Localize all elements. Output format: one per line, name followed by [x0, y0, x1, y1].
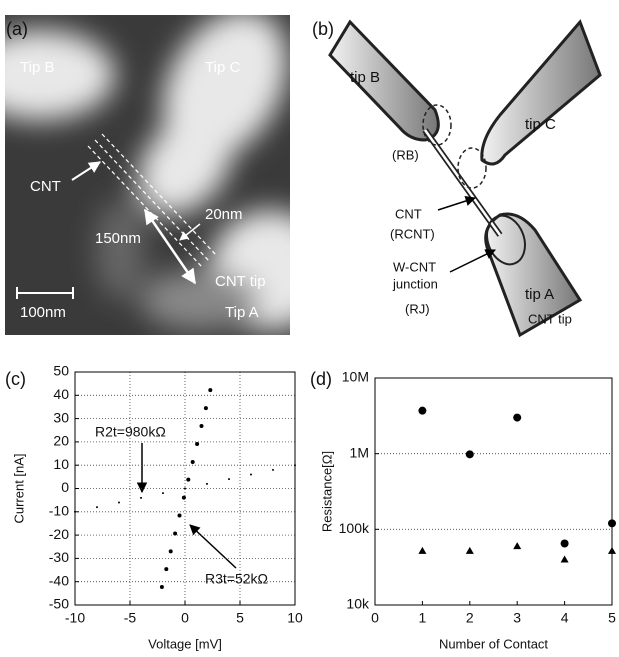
- junction-label: junction: [392, 276, 438, 291]
- point: [465, 546, 474, 554]
- y-tick-label: 20: [53, 433, 69, 449]
- point: [177, 513, 182, 518]
- x-tick-label: 0: [371, 610, 379, 626]
- micrograph: [5, 15, 290, 335]
- point: [418, 406, 427, 415]
- x-tick-label: 4: [561, 610, 569, 626]
- point: [173, 531, 178, 536]
- panel-label: (b): [312, 19, 334, 39]
- point: [272, 468, 274, 471]
- resistance-label: (RJ): [405, 301, 430, 316]
- point: [181, 495, 186, 500]
- point: [465, 450, 474, 459]
- point: [560, 539, 569, 548]
- y-axis-label: Current [nA]: [11, 453, 26, 523]
- point: [250, 473, 252, 476]
- point: [168, 549, 173, 554]
- y-axis-label: Resistance[Ω]: [319, 451, 334, 532]
- point: [199, 424, 204, 429]
- cnt-label: CNT: [30, 178, 61, 195]
- x-axis-label: Voltage [mV]: [148, 636, 222, 651]
- y-tick-label: 1M: [350, 444, 369, 460]
- y-tick-label: -20: [49, 526, 69, 542]
- x-tick-label: 0: [181, 610, 189, 626]
- tip-label: tip B: [350, 69, 380, 86]
- resistance-label: (RCNT): [390, 226, 435, 241]
- point: [186, 477, 191, 482]
- y-tick-label: -40: [49, 572, 69, 588]
- y-tick-label: 10: [53, 456, 69, 472]
- point: [159, 585, 164, 590]
- junction-label: W-CNT: [393, 259, 436, 274]
- x-tick-label: 10: [287, 610, 303, 626]
- scale-bar-label: 100nm: [20, 304, 66, 321]
- point: [184, 487, 186, 490]
- plot-frame: [74, 371, 296, 606]
- y-tick-label: 10M: [342, 369, 369, 385]
- y-tick-label: -50: [49, 596, 69, 612]
- y-tick-label: 100k: [339, 520, 370, 536]
- point: [206, 482, 208, 485]
- x-axis-label: Number of Contact: [439, 636, 548, 651]
- point: [195, 441, 200, 446]
- annotation: R3t=52kΩ: [205, 571, 268, 587]
- point: [118, 501, 120, 504]
- cnt-tip-label: CNT tip: [215, 273, 266, 290]
- point: [140, 496, 142, 499]
- cnt-label: CNT: [395, 206, 422, 221]
- point: [513, 542, 522, 550]
- panel-label: (d): [310, 369, 332, 389]
- resistance-label: (RB): [392, 147, 419, 162]
- x-tick-label: -5: [124, 610, 137, 626]
- panel-label: (a): [6, 19, 28, 39]
- point: [608, 519, 616, 528]
- width-label: 20nm: [205, 206, 243, 223]
- x-tick-label: -10: [65, 610, 85, 626]
- x-tick-label: 5: [608, 610, 616, 626]
- tip-label: tip A: [525, 286, 554, 303]
- plot-frame: [374, 377, 613, 606]
- point: [418, 546, 427, 554]
- point: [96, 506, 98, 509]
- tip-label: Tip B: [20, 59, 54, 76]
- point: [294, 464, 296, 467]
- point: [608, 546, 616, 554]
- point: [513, 413, 522, 422]
- y-tick-label: 0: [61, 479, 69, 495]
- length-label: 150nm: [95, 230, 141, 247]
- x-tick-label: 3: [513, 610, 521, 626]
- panel-label: (c): [5, 369, 26, 389]
- point: [560, 555, 569, 563]
- point: [208, 388, 213, 393]
- cnt-tip-label: CNT tip: [528, 311, 572, 326]
- y-tick-label: 10k: [346, 596, 370, 612]
- tip-label: Tip C: [205, 59, 240, 76]
- point: [74, 510, 76, 513]
- y-tick-label: 40: [53, 386, 69, 402]
- point: [190, 459, 195, 464]
- point: [164, 567, 169, 572]
- tip-label: tip C: [525, 116, 556, 133]
- x-tick-label: 5: [236, 610, 244, 626]
- point: [162, 492, 164, 495]
- y-tick-label: -10: [49, 503, 69, 519]
- annotation: R2t=980kΩ: [95, 424, 166, 440]
- tip-label: Tip A: [225, 304, 259, 321]
- y-tick-label: 50: [53, 363, 69, 379]
- x-tick-label: 1: [419, 610, 427, 626]
- schematic: [328, 19, 602, 338]
- y-tick-label: -30: [49, 549, 69, 565]
- x-tick-label: 2: [466, 610, 474, 626]
- point: [203, 406, 208, 411]
- point: [228, 478, 230, 481]
- y-tick-label: 30: [53, 409, 69, 425]
